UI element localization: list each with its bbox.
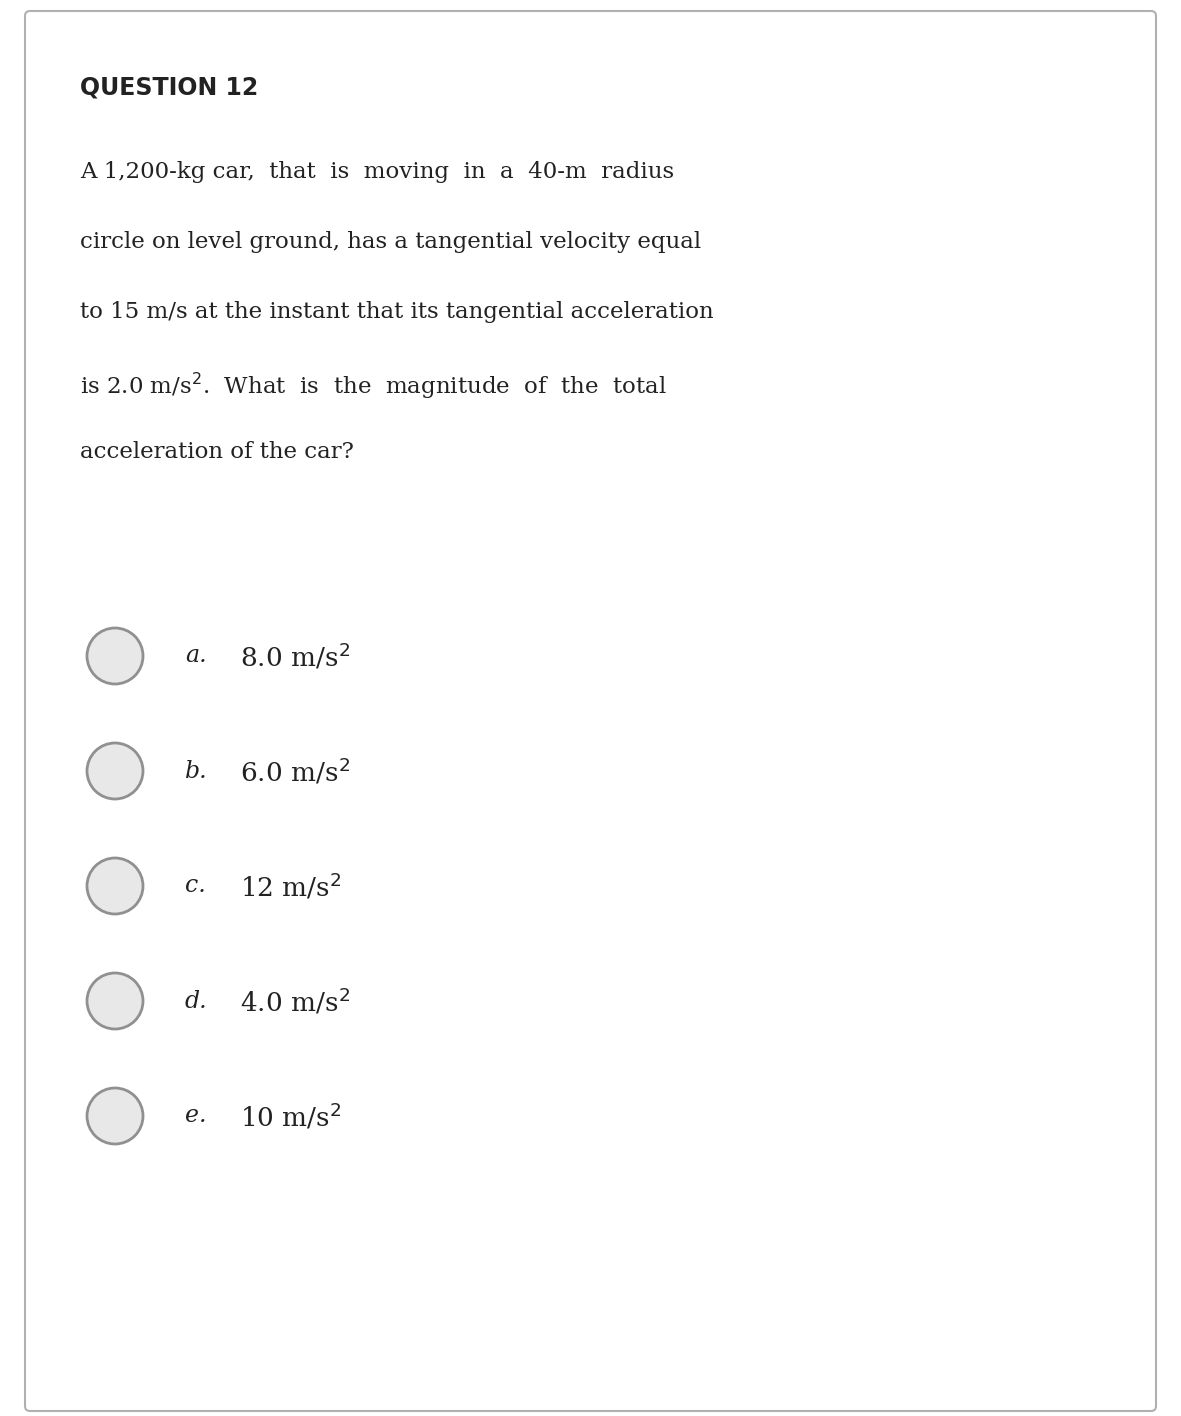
Text: circle on level ground, has a tangential velocity equal: circle on level ground, has a tangential… <box>80 231 702 253</box>
FancyBboxPatch shape <box>25 11 1156 1410</box>
Text: 12 m/s$^2$: 12 m/s$^2$ <box>240 871 341 901</box>
Circle shape <box>87 629 143 684</box>
Text: c.: c. <box>185 875 205 898</box>
Text: a.: a. <box>185 644 207 667</box>
Circle shape <box>87 858 143 913</box>
Text: e.: e. <box>185 1104 207 1127</box>
Circle shape <box>87 743 143 799</box>
Text: 4.0 m/s$^2$: 4.0 m/s$^2$ <box>240 986 350 1017</box>
Text: 6.0 m/s$^2$: 6.0 m/s$^2$ <box>240 756 350 786</box>
Text: acceleration of the car?: acceleration of the car? <box>80 440 354 463</box>
Circle shape <box>87 973 143 1029</box>
Circle shape <box>87 1087 143 1144</box>
Text: d.: d. <box>185 990 208 1012</box>
Text: is 2.0 m/s$^2$.  What  is  the  magnitude  of  the  total: is 2.0 m/s$^2$. What is the magnitude of… <box>80 371 667 401</box>
Text: b.: b. <box>185 759 208 783</box>
Text: 10 m/s$^2$: 10 m/s$^2$ <box>240 1100 341 1131</box>
Text: to 15 m/s at the instant that its tangential acceleration: to 15 m/s at the instant that its tangen… <box>80 302 713 323</box>
Text: QUESTION 12: QUESTION 12 <box>80 76 259 101</box>
Text: A 1,200-kg car,  that  is  moving  in  a  40-m  radius: A 1,200-kg car, that is moving in a 40-m… <box>80 161 674 183</box>
Text: 8.0 m/s$^2$: 8.0 m/s$^2$ <box>240 641 350 671</box>
